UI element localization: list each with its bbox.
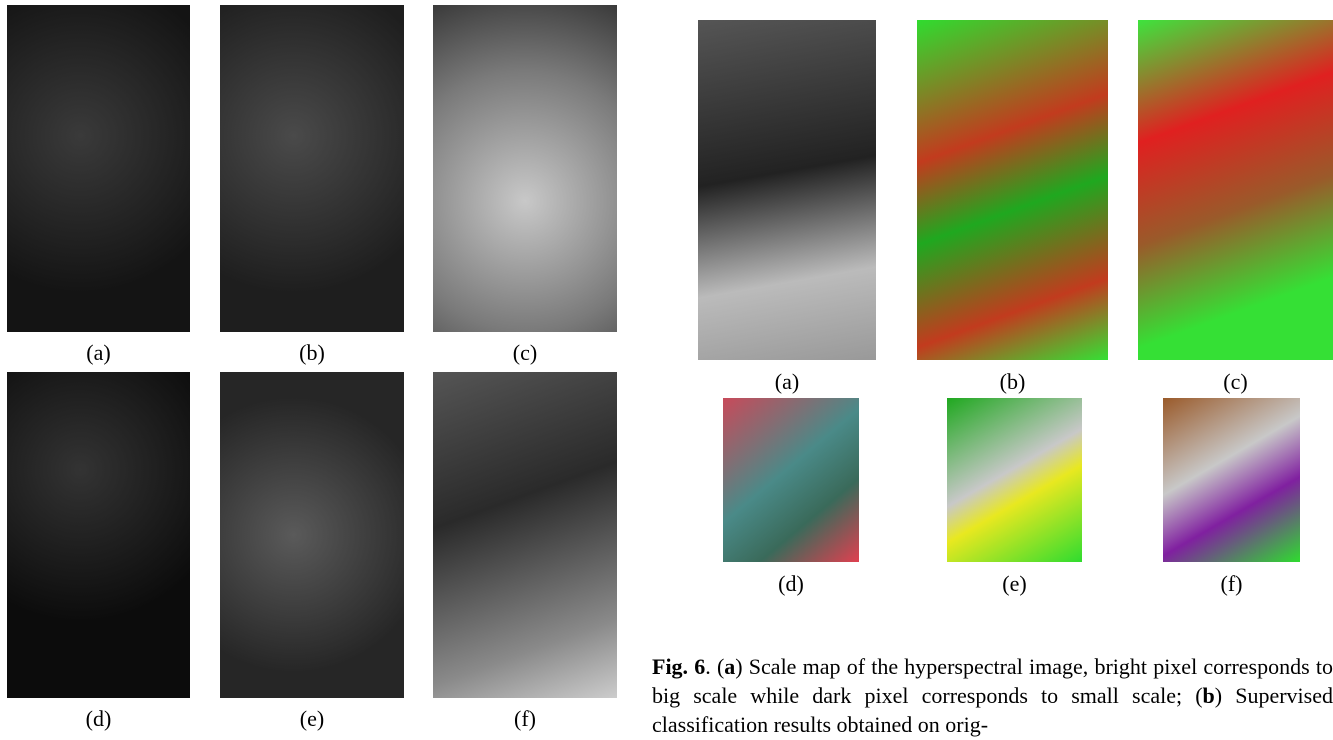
caption-text: a <box>724 654 735 679</box>
panel-label: (b) <box>973 369 1053 395</box>
panel-image <box>7 5 190 332</box>
panel-label: (c) <box>1196 369 1276 395</box>
panel-image <box>1163 398 1300 562</box>
panel-label: (f) <box>485 706 565 732</box>
panel-image <box>723 398 859 562</box>
caption-text: Fig. 6 <box>652 654 705 679</box>
panel-label: (c) <box>485 340 565 366</box>
panel-label: (a) <box>59 340 139 366</box>
caption: Fig. 6. (a) Scale map of the hyperspectr… <box>652 652 1333 739</box>
caption-text: . ( <box>705 654 724 679</box>
panel-label: (e) <box>975 571 1055 597</box>
panel-image <box>947 398 1082 562</box>
panel-image <box>433 5 617 332</box>
panel-label: (d) <box>751 571 831 597</box>
panel-image <box>433 372 617 698</box>
panel-label: (e) <box>272 706 352 732</box>
panel-label: (d) <box>59 706 139 732</box>
panel-image <box>698 20 876 360</box>
panel-image <box>1138 20 1333 360</box>
caption-text: b <box>1203 683 1215 708</box>
panel-image <box>220 372 404 698</box>
page: (a) (b) (c) (d) (e) (f) (a) (b) (c) (d) (e) (f) Fig… <box>0 0 1333 740</box>
panel-image <box>7 372 190 698</box>
panel-image <box>917 20 1108 360</box>
panel-label: (a) <box>747 369 827 395</box>
panel-image <box>220 5 404 332</box>
panel-label: (f) <box>1192 571 1272 597</box>
panel-label: (b) <box>272 340 352 366</box>
